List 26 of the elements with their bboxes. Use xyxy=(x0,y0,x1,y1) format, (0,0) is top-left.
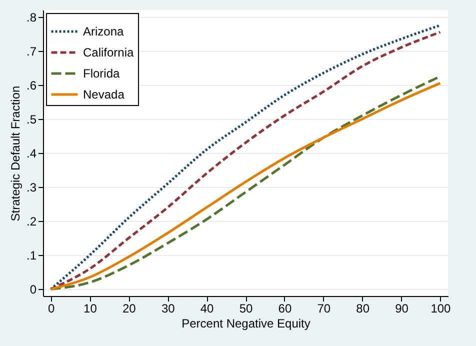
x-tick-label: 100 xyxy=(430,302,452,316)
x-tick-label: 70 xyxy=(317,302,331,316)
x-axis-title: Percent Negative Equity xyxy=(182,316,310,330)
legend-label: Arizona xyxy=(83,24,124,38)
legend-label: California xyxy=(83,46,134,60)
y-tick-label: .4 xyxy=(26,146,37,160)
legend-label: Nevada xyxy=(83,88,125,102)
x-tick-label: 10 xyxy=(84,302,98,316)
x-tick-label: 30 xyxy=(161,302,176,316)
x-tick-label: 50 xyxy=(239,302,253,316)
y-tick-label: .3 xyxy=(26,180,37,195)
x-tick-label: 40 xyxy=(200,302,214,316)
x-tick-label: 90 xyxy=(395,302,409,316)
y-axis-title: Strategic Default Fraction xyxy=(8,86,22,222)
y-tick-label: .5 xyxy=(26,112,37,126)
x-tick-label: 80 xyxy=(356,302,370,316)
y-tick-label: .8 xyxy=(26,10,37,24)
x-tick-label: 0 xyxy=(48,302,55,316)
y-tick-label: .6 xyxy=(26,78,37,92)
y-tick-label: .7 xyxy=(26,44,37,58)
y-tick-label: 0 xyxy=(30,282,37,297)
x-tick-label: 20 xyxy=(122,302,136,316)
legend-label: Florida xyxy=(83,66,120,80)
x-tick-label: 60 xyxy=(278,302,292,316)
y-tick-label: .2 xyxy=(26,214,37,229)
y-tick-label: .1 xyxy=(26,248,37,263)
